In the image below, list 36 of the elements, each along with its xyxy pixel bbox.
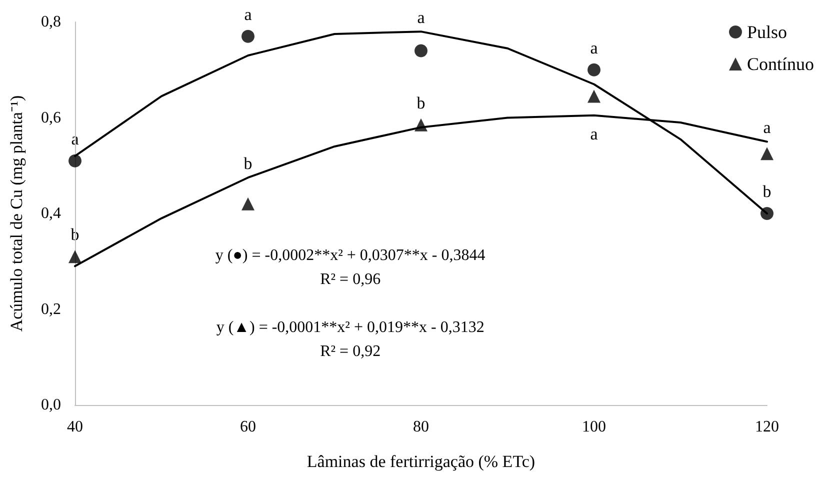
- y-tick-label: 0,6: [41, 109, 61, 126]
- annotation: a: [417, 8, 426, 28]
- annotation: a: [244, 4, 252, 24]
- y-tick-label: 0,0: [41, 396, 61, 414]
- point: [242, 197, 254, 210]
- annotation: a: [763, 118, 772, 138]
- y-tick-label: 0,8: [41, 14, 61, 30]
- legend-label: Contínuo: [746, 54, 814, 74]
- x-tick-label: 60: [240, 418, 256, 436]
- annotation: y (▲) = -0,0001**x² + 0,019**x - 0,3132: [216, 319, 484, 336]
- annotation: a: [590, 124, 598, 144]
- point: [760, 207, 774, 220]
- annotation: b: [762, 182, 772, 201]
- annotation: b: [416, 93, 426, 112]
- annotation: y (●) = -0,0002**x² + 0,0307**x - 0,3844: [215, 247, 486, 264]
- legend-label: Pulso: [746, 22, 788, 42]
- annotation: R² = 0,92: [320, 343, 381, 360]
- point: [414, 118, 428, 132]
- y-tick-label: 0,2: [41, 300, 61, 318]
- point: [68, 250, 82, 264]
- x-tick-label: 100: [582, 418, 606, 436]
- x-tick-label: 40: [67, 418, 83, 436]
- x-axis-title: Lâminas de fertirrigação (% ETc): [306, 452, 536, 471]
- annotation: a: [590, 38, 598, 58]
- point: [414, 44, 428, 58]
- point: [588, 63, 600, 76]
- point: [588, 90, 600, 103]
- annotation: R² = 0,96: [320, 271, 381, 288]
- annotation: b: [244, 154, 252, 174]
- y-tick-label: 0,4: [41, 205, 61, 222]
- y-axis-title: Acúmulo total de Cu (mg planta⁻¹): [7, 95, 26, 332]
- point: [242, 30, 254, 43]
- point: [68, 154, 82, 168]
- x-tick-label: 120: [755, 418, 779, 436]
- point: [760, 147, 774, 160]
- x-tick-label: 80: [413, 418, 429, 436]
